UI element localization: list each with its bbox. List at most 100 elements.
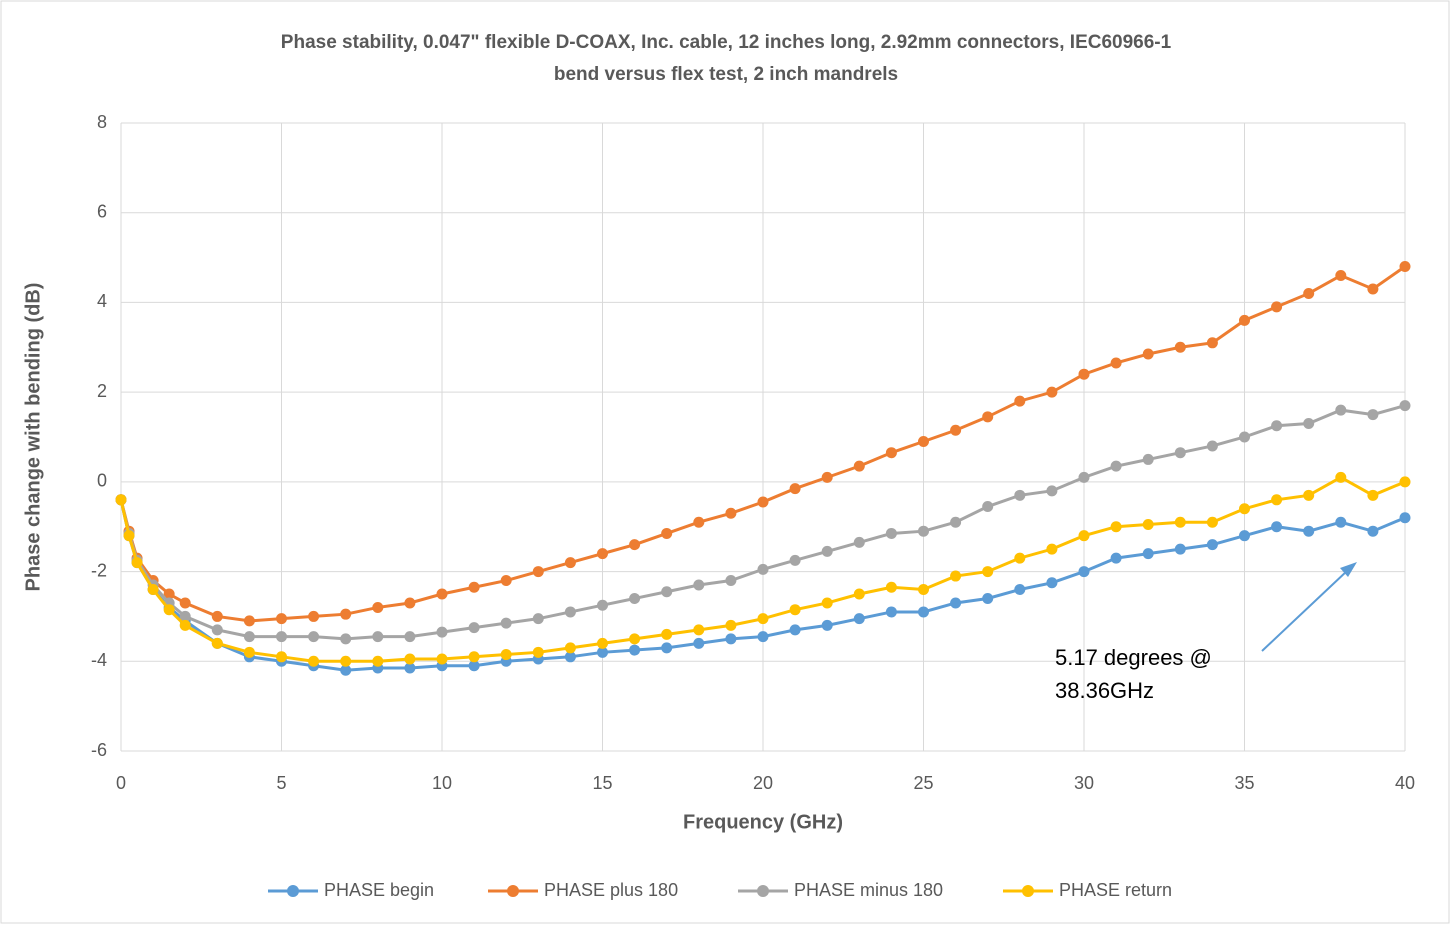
- data-point: [950, 516, 962, 528]
- data-point: [789, 554, 801, 566]
- data-point: [950, 570, 962, 582]
- y-axis-label: Phase change with bending (dB): [22, 283, 44, 592]
- data-point: [1271, 521, 1283, 533]
- legend-marker: [507, 885, 519, 897]
- data-point: [885, 581, 897, 593]
- data-point: [1271, 494, 1283, 506]
- data-point: [1206, 516, 1218, 528]
- data-point: [163, 604, 175, 616]
- data-point: [1174, 516, 1186, 528]
- data-point: [163, 588, 175, 600]
- grid: -6 -4 -2 0 2 4 6 8 0 5 10 15 20 25 30 35 40: [91, 112, 1415, 793]
- data-point: [1335, 471, 1347, 483]
- data-point: [661, 586, 673, 598]
- data-point: [1271, 301, 1283, 313]
- data-point: [308, 655, 320, 667]
- data-point: [340, 664, 352, 676]
- data-point: [982, 411, 994, 423]
- data-point: [123, 530, 135, 542]
- data-point: [1367, 409, 1379, 421]
- y-tick-label: 0: [97, 471, 107, 491]
- data-point: [1174, 447, 1186, 459]
- data-point: [179, 610, 191, 622]
- data-point: [918, 525, 929, 537]
- data-point: [276, 613, 287, 625]
- data-point: [1110, 357, 1122, 369]
- legend-label: PHASE plus 180: [544, 880, 678, 900]
- data-point: [853, 460, 865, 472]
- data-point: [789, 483, 801, 495]
- annotation: 38.36GHz: [1055, 678, 1154, 703]
- data-point: [693, 624, 705, 636]
- legend-marker: [287, 885, 299, 897]
- annotation-arrowhead: [1340, 562, 1357, 577]
- data-point: [1303, 489, 1315, 501]
- y-tick-label: 4: [97, 291, 107, 311]
- data-point: [1046, 543, 1058, 555]
- data-point: [982, 566, 994, 578]
- data-point: [629, 644, 641, 656]
- x-tick-label: 20: [753, 773, 773, 793]
- data-point: [918, 584, 929, 596]
- data-point: [1239, 530, 1250, 542]
- data-point: [1239, 314, 1250, 326]
- data-point: [1014, 584, 1026, 596]
- data-point: [725, 633, 737, 645]
- data-point: [661, 628, 673, 640]
- data-point: [757, 631, 769, 643]
- x-tick-label: 10: [432, 773, 452, 793]
- data-point: [468, 651, 480, 663]
- chart-title: Phase stability, 0.047" flexible D-COAX,…: [281, 32, 1172, 53]
- y-tick-label: 6: [97, 201, 107, 221]
- data-point: [1206, 539, 1218, 551]
- data-point: [982, 501, 994, 513]
- data-point: [629, 633, 641, 645]
- y-tick-label: 8: [97, 112, 107, 132]
- data-point: [404, 631, 416, 643]
- data-point: [1142, 518, 1154, 530]
- data-point: [789, 624, 801, 636]
- data-point: [1046, 386, 1058, 398]
- data-point: [1335, 404, 1347, 416]
- data-point: [885, 447, 897, 459]
- data-point: [693, 516, 705, 528]
- x-tick-label: 0: [116, 773, 126, 793]
- data-point: [1046, 577, 1058, 589]
- data-point: [853, 613, 865, 625]
- data-point: [532, 566, 544, 578]
- plot: [115, 261, 1411, 676]
- y-tick-label: -2: [91, 560, 107, 580]
- data-point: [500, 617, 512, 629]
- data-point: [564, 606, 576, 618]
- data-point: [1174, 341, 1186, 353]
- x-tick-label: 35: [1234, 773, 1254, 793]
- data-point: [1399, 476, 1411, 488]
- data-point: [693, 637, 705, 649]
- data-point: [340, 655, 352, 667]
- data-point: [789, 604, 801, 616]
- data-point: [1367, 525, 1379, 537]
- data-point: [436, 626, 448, 638]
- y-tick-label: -4: [91, 650, 107, 670]
- data-point: [1078, 471, 1090, 483]
- data-point: [725, 619, 737, 631]
- x-tick-label: 40: [1395, 773, 1415, 793]
- data-point: [308, 610, 320, 622]
- data-point: [468, 660, 480, 672]
- data-point: [211, 637, 223, 649]
- data-point: [725, 575, 737, 587]
- data-point: [500, 649, 512, 661]
- data-point: [853, 536, 865, 548]
- data-point: [340, 633, 352, 645]
- data-point: [1046, 485, 1058, 497]
- data-point: [629, 592, 641, 604]
- data-point: [1142, 548, 1154, 560]
- data-point: [1335, 516, 1347, 528]
- data-point: [564, 651, 576, 663]
- legend-marker: [757, 885, 769, 897]
- legend-label: PHASE minus 180: [794, 880, 943, 900]
- data-point: [436, 653, 448, 665]
- data-point: [372, 601, 384, 613]
- data-point: [1110, 521, 1122, 533]
- data-point: [597, 599, 608, 611]
